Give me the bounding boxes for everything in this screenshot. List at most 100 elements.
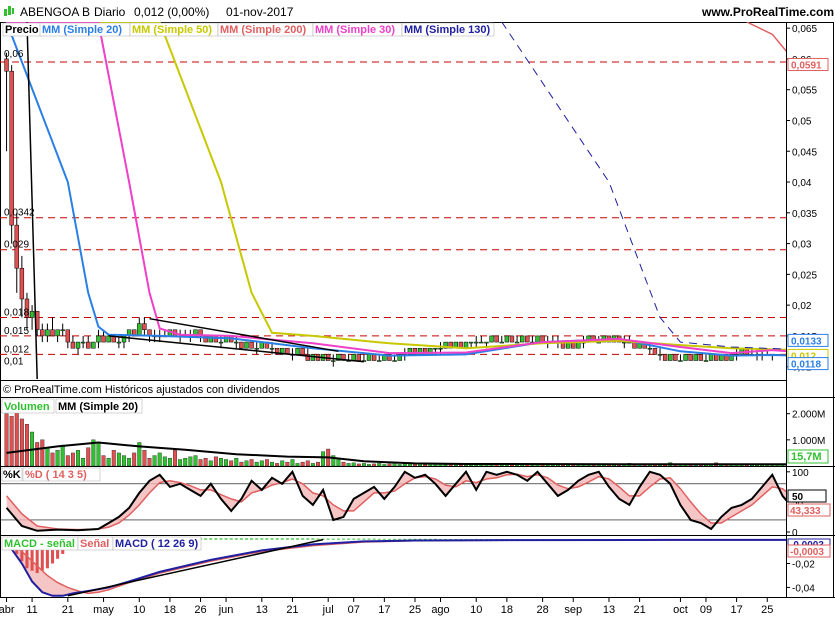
candle-body	[4, 58, 9, 72]
left-level-label: 0,018	[4, 307, 29, 318]
volume-bar	[127, 458, 132, 466]
volume-bar	[356, 463, 361, 466]
candle-body	[377, 360, 382, 362]
candle-body	[499, 341, 504, 344]
volume-bar	[35, 442, 40, 466]
volume-bar	[295, 463, 300, 466]
left-level-label: 0,06	[4, 49, 24, 60]
macd-histogram-bar	[209, 538, 213, 540]
macd-histogram-bar	[45, 539, 49, 569]
x-axis-label: 13	[256, 604, 268, 616]
macd-histogram-bar	[393, 538, 397, 540]
legend-box	[1, 467, 23, 482]
watermark-text: © ProRealTime.com Históricos ajustados c…	[3, 384, 280, 396]
candle-body	[438, 347, 443, 350]
volume-bar	[372, 463, 377, 466]
price-y-tick-label: 0,05	[792, 116, 812, 127]
candle-body	[479, 341, 484, 344]
volume-bar	[249, 459, 254, 466]
volume-bar	[346, 463, 351, 466]
stochastic-y-tick-label: 100	[792, 468, 809, 479]
volume-bar	[101, 455, 106, 466]
site-label: www.ProRealTime.com	[702, 5, 835, 19]
volume-bar	[45, 447, 50, 466]
candle-body	[65, 329, 71, 343]
macd-histogram-bar	[367, 538, 371, 540]
candle-body	[448, 341, 453, 349]
stochastic-badge	[787, 489, 827, 503]
candle-body	[657, 354, 663, 356]
ma200-line	[746, 22, 786, 52]
candle-body	[75, 341, 81, 349]
date-label: 01-nov-2017	[226, 5, 294, 19]
candle-body	[142, 323, 147, 331]
left-level-label: 0,0342	[4, 208, 35, 219]
volume-bar	[19, 418, 24, 466]
candle-body	[489, 335, 494, 343]
volume-bar	[259, 460, 264, 466]
stochastic-d-legend: %D ( 14 3 5)	[25, 469, 87, 481]
volume-bar	[423, 464, 428, 466]
volume-bar	[796, 465, 800, 466]
candle-body	[698, 354, 704, 361]
volume-y-tick-label: 1.000M	[792, 436, 825, 447]
legend-item-0: Precio	[5, 24, 39, 36]
macd-histogram-bar	[418, 538, 422, 540]
x-axis-label: 18	[501, 604, 513, 616]
macd-legend-2: MACD ( 12 26 9)	[115, 538, 198, 550]
legend-box	[401, 22, 495, 37]
candle-body	[693, 354, 698, 361]
x-axis-label: 21	[286, 604, 298, 616]
symbol-icon[interactable]	[3, 4, 15, 18]
macd-histogram-bar	[285, 538, 289, 540]
candle-body	[244, 341, 249, 349]
macd-histogram-bar	[275, 538, 279, 540]
price-y-tick-label: 0,04	[792, 178, 812, 189]
stochastic-y-tick-label: 0	[792, 528, 798, 539]
volume-bar	[173, 450, 177, 466]
volume-bar	[167, 458, 172, 466]
candle-body	[29, 311, 35, 318]
macd-histogram-bar	[239, 538, 243, 540]
volume-bar	[137, 442, 142, 466]
price-y-tick-label: 0,03	[792, 240, 812, 251]
left-level-label: 0,012	[4, 344, 29, 355]
macd-histogram-bar	[35, 539, 39, 574]
x-axis-label: 21	[62, 604, 74, 616]
candle-body	[525, 335, 530, 343]
candle-body	[218, 341, 224, 344]
candle-body	[668, 354, 673, 361]
volume-bar	[264, 459, 269, 466]
legend-item-2: MM (Simple 50)	[132, 24, 212, 36]
price-y-tick-label: 0,025	[792, 270, 817, 281]
candle-body	[24, 298, 30, 318]
candle-body	[249, 341, 254, 349]
macd-histogram-bar	[260, 538, 264, 540]
price-y-tick-label: 0,035	[792, 209, 817, 220]
candle-body	[514, 341, 520, 344]
candle-body	[468, 341, 474, 344]
macd-y-tick-label: -0,02	[792, 560, 815, 571]
volume-bar	[50, 452, 55, 466]
x-axis-label: sep	[564, 604, 582, 616]
candle-body	[494, 335, 499, 343]
macd-histogram-bar	[341, 538, 346, 540]
macd-histogram-bar	[219, 538, 223, 540]
volume-bar	[331, 455, 336, 466]
macd-histogram-bar	[214, 538, 218, 540]
macd-histogram-bar	[234, 538, 238, 540]
macd-histogram-bar	[265, 538, 269, 540]
stochastic-badge	[787, 503, 831, 517]
candle-body	[55, 329, 60, 337]
candle-body	[433, 347, 438, 350]
macd-histogram-bar	[362, 538, 366, 540]
macd-line	[5, 538, 786, 597]
candle-body	[688, 354, 693, 361]
volume-badge-label: 15,7M	[791, 451, 822, 463]
price-y-tick-label: 0,02	[792, 301, 812, 312]
candle-body	[729, 354, 734, 361]
stochastic-y-tick-label: 50	[792, 498, 804, 509]
trendline	[26, 22, 38, 379]
volume-bar	[280, 460, 285, 466]
macd-histogram-bar	[229, 538, 233, 540]
